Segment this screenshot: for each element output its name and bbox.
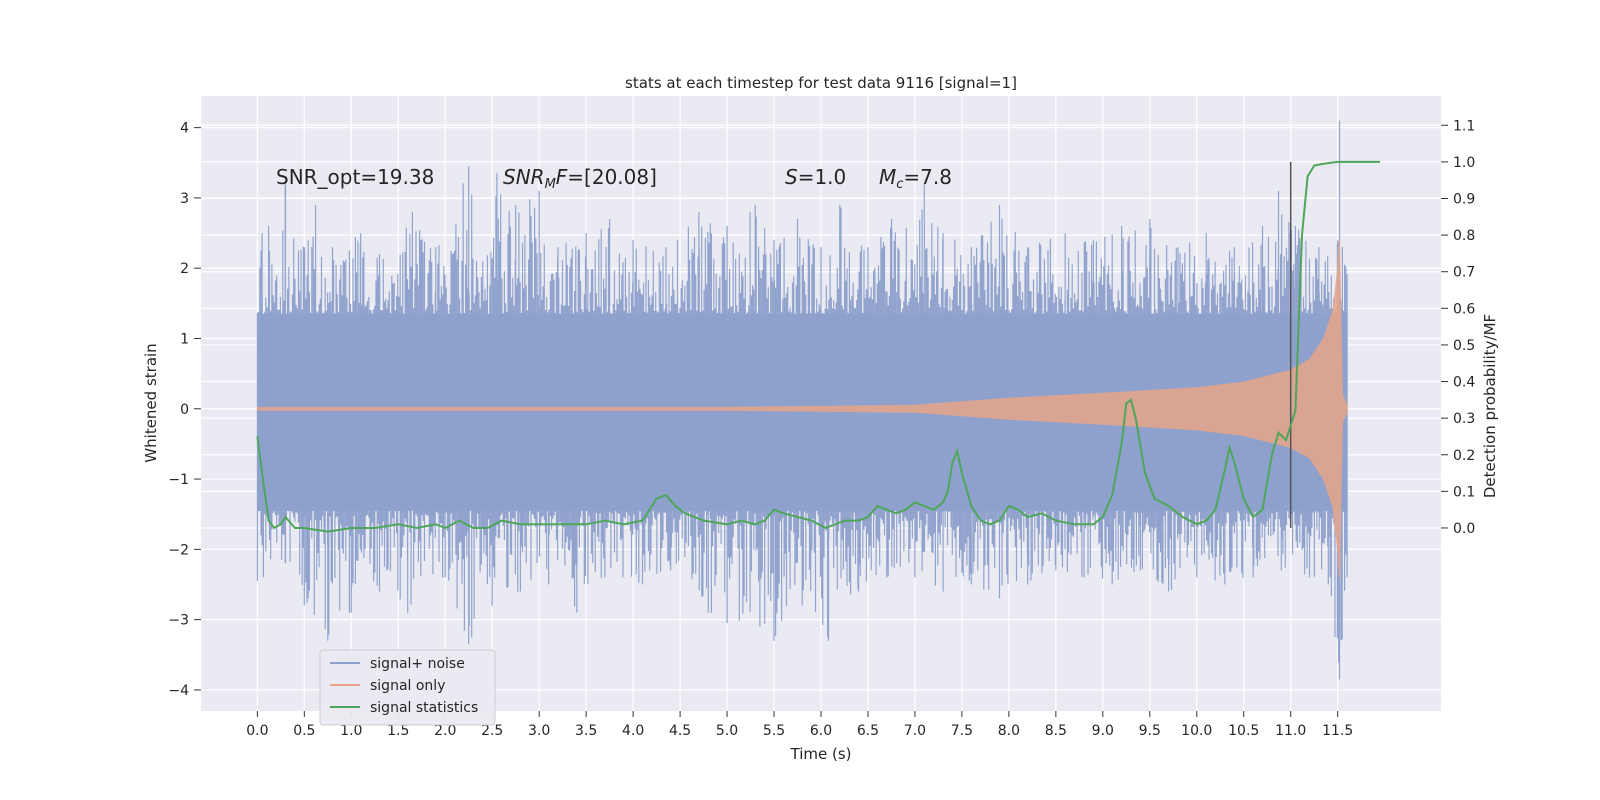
- x-tick-label: 3.0: [528, 723, 550, 739]
- x-tick-label: 2.5: [481, 723, 503, 739]
- annotation-snr-opt: SNR_opt=19.38: [276, 165, 434, 189]
- y-right-axis-label: Detection probability/MF: [1481, 314, 1499, 498]
- y-right-axis-ticks: 1.1 1.0 0.9 0.8 0.7 0.6 0.5 0.4 0.3 0.2 0.1 0.0: [1441, 118, 1475, 537]
- x-tick-label: 10.0: [1181, 723, 1212, 739]
- y-right-tick-label: 0.9: [1453, 192, 1475, 208]
- y-right-tick-label: 0.1: [1453, 484, 1475, 500]
- y-right-tick-label: 0.7: [1453, 265, 1475, 281]
- x-axis-label: Time (s): [790, 745, 852, 763]
- x-tick-label: 4.5: [669, 723, 691, 739]
- x-tick-label: 7.0: [904, 723, 926, 739]
- signal-statistics-series: [256, 160, 1380, 533]
- annotation-mc: Mc=7.8: [879, 165, 952, 192]
- legend-box: [319, 649, 496, 726]
- y-right-tick-label: 1.0: [1453, 155, 1475, 171]
- y-tick-label: 0: [180, 402, 189, 418]
- signal-envelope: [256, 240, 1348, 578]
- y-right-tick-label: 0.3: [1453, 411, 1475, 427]
- x-axis-ticks: 0.0 0.5 1.0 1.5 2.0 2.5 3.0 3.5 4.0 4.5 5.0 5.5 6.0 6…: [246, 711, 1353, 739]
- y-axis-label: Whitened strain: [142, 343, 160, 462]
- x-tick-label: 7.5: [951, 723, 973, 739]
- x-tick-label: 2.0: [434, 723, 456, 739]
- x-tick-label: 0.5: [293, 723, 315, 739]
- y-right-tick-label: 0.2: [1453, 448, 1475, 464]
- legend-label-noise: signal+ noise: [370, 656, 465, 672]
- x-tick-label: 0.0: [246, 723, 268, 739]
- y-tick-label: 3: [180, 191, 189, 207]
- x-tick-label: 9.0: [1092, 723, 1114, 739]
- annotation-snr-mf: SNRMF=[20.08]: [503, 165, 657, 192]
- y-tick-label: 1: [180, 331, 189, 347]
- y-tick-label: −2: [168, 542, 189, 558]
- y-tick-label: 2: [180, 261, 189, 277]
- y-tick-label: −4: [168, 683, 189, 699]
- y-right-tick-label: 1.1: [1453, 118, 1475, 134]
- y-right-tick-label: 0.8: [1453, 228, 1475, 244]
- x-tick-label: 6.5: [857, 723, 879, 739]
- x-tick-label: 3.5: [575, 723, 597, 739]
- y-right-tick-label: 0.5: [1453, 338, 1475, 354]
- x-tick-label: 5.5: [763, 723, 785, 739]
- chart-title: stats at each timestep for test data 911…: [625, 74, 1017, 92]
- legend: signal+ noise signal only signal statist…: [319, 649, 496, 726]
- x-tick-label: 8.0: [998, 723, 1020, 739]
- x-tick-label: 9.5: [1139, 723, 1161, 739]
- signal-only-series: [256, 240, 1348, 578]
- y-right-tick-label: 0.6: [1453, 301, 1475, 317]
- y-right-tick-label: 0.4: [1453, 375, 1475, 391]
- y-tick-label: 4: [180, 121, 189, 137]
- x-tick-label: 8.5: [1045, 723, 1067, 739]
- legend-label-signal: signal only: [370, 678, 445, 694]
- annotation-s: S=1.0: [785, 165, 846, 189]
- y-tick-label: −1: [168, 472, 189, 488]
- y-axis-ticks: 4 3 2 1 0 −1 −2 −3 −4: [168, 121, 201, 699]
- x-tick-label: 6.0: [810, 723, 832, 739]
- legend-label-stats: signal statistics: [370, 700, 478, 716]
- x-tick-label: 11.0: [1275, 723, 1306, 739]
- y-right-tick-label: 0.0: [1453, 521, 1475, 537]
- x-tick-label: 4.0: [622, 723, 644, 739]
- y-tick-label: −3: [168, 613, 189, 629]
- x-tick-label: 1.0: [340, 723, 362, 739]
- x-tick-label: 10.5: [1228, 723, 1259, 739]
- signal-statistics-line: [256, 160, 1380, 533]
- x-tick-label: 5.0: [716, 723, 738, 739]
- x-tick-label: 1.5: [387, 723, 409, 739]
- x-tick-label: 11.5: [1322, 723, 1353, 739]
